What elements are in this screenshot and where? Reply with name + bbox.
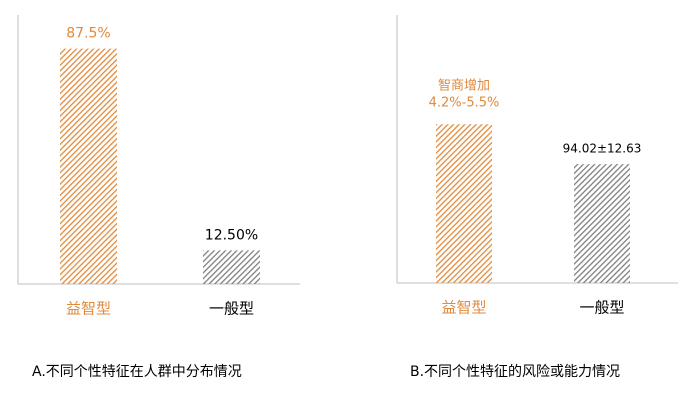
bar [574,164,630,283]
category-label: 益智型 [441,299,486,317]
bar [60,48,117,284]
category-label: 一般型 [579,299,624,317]
annotation: 4.2%-5.5% [429,96,500,111]
caption: A.不同个性特征在人群中分布情况 [32,364,242,380]
category-label: 一般型 [209,300,254,318]
bar [203,250,260,284]
annotation: 智商增加 [438,79,490,94]
category-label: 益智型 [66,300,111,318]
value-label: 94.02±12.63 [563,142,642,156]
bar [436,124,492,283]
value-label: 87.5% [66,26,110,42]
value-label: 12.50% [205,227,258,243]
caption: B.不同个性特征的风险或能力情况 [410,364,620,380]
